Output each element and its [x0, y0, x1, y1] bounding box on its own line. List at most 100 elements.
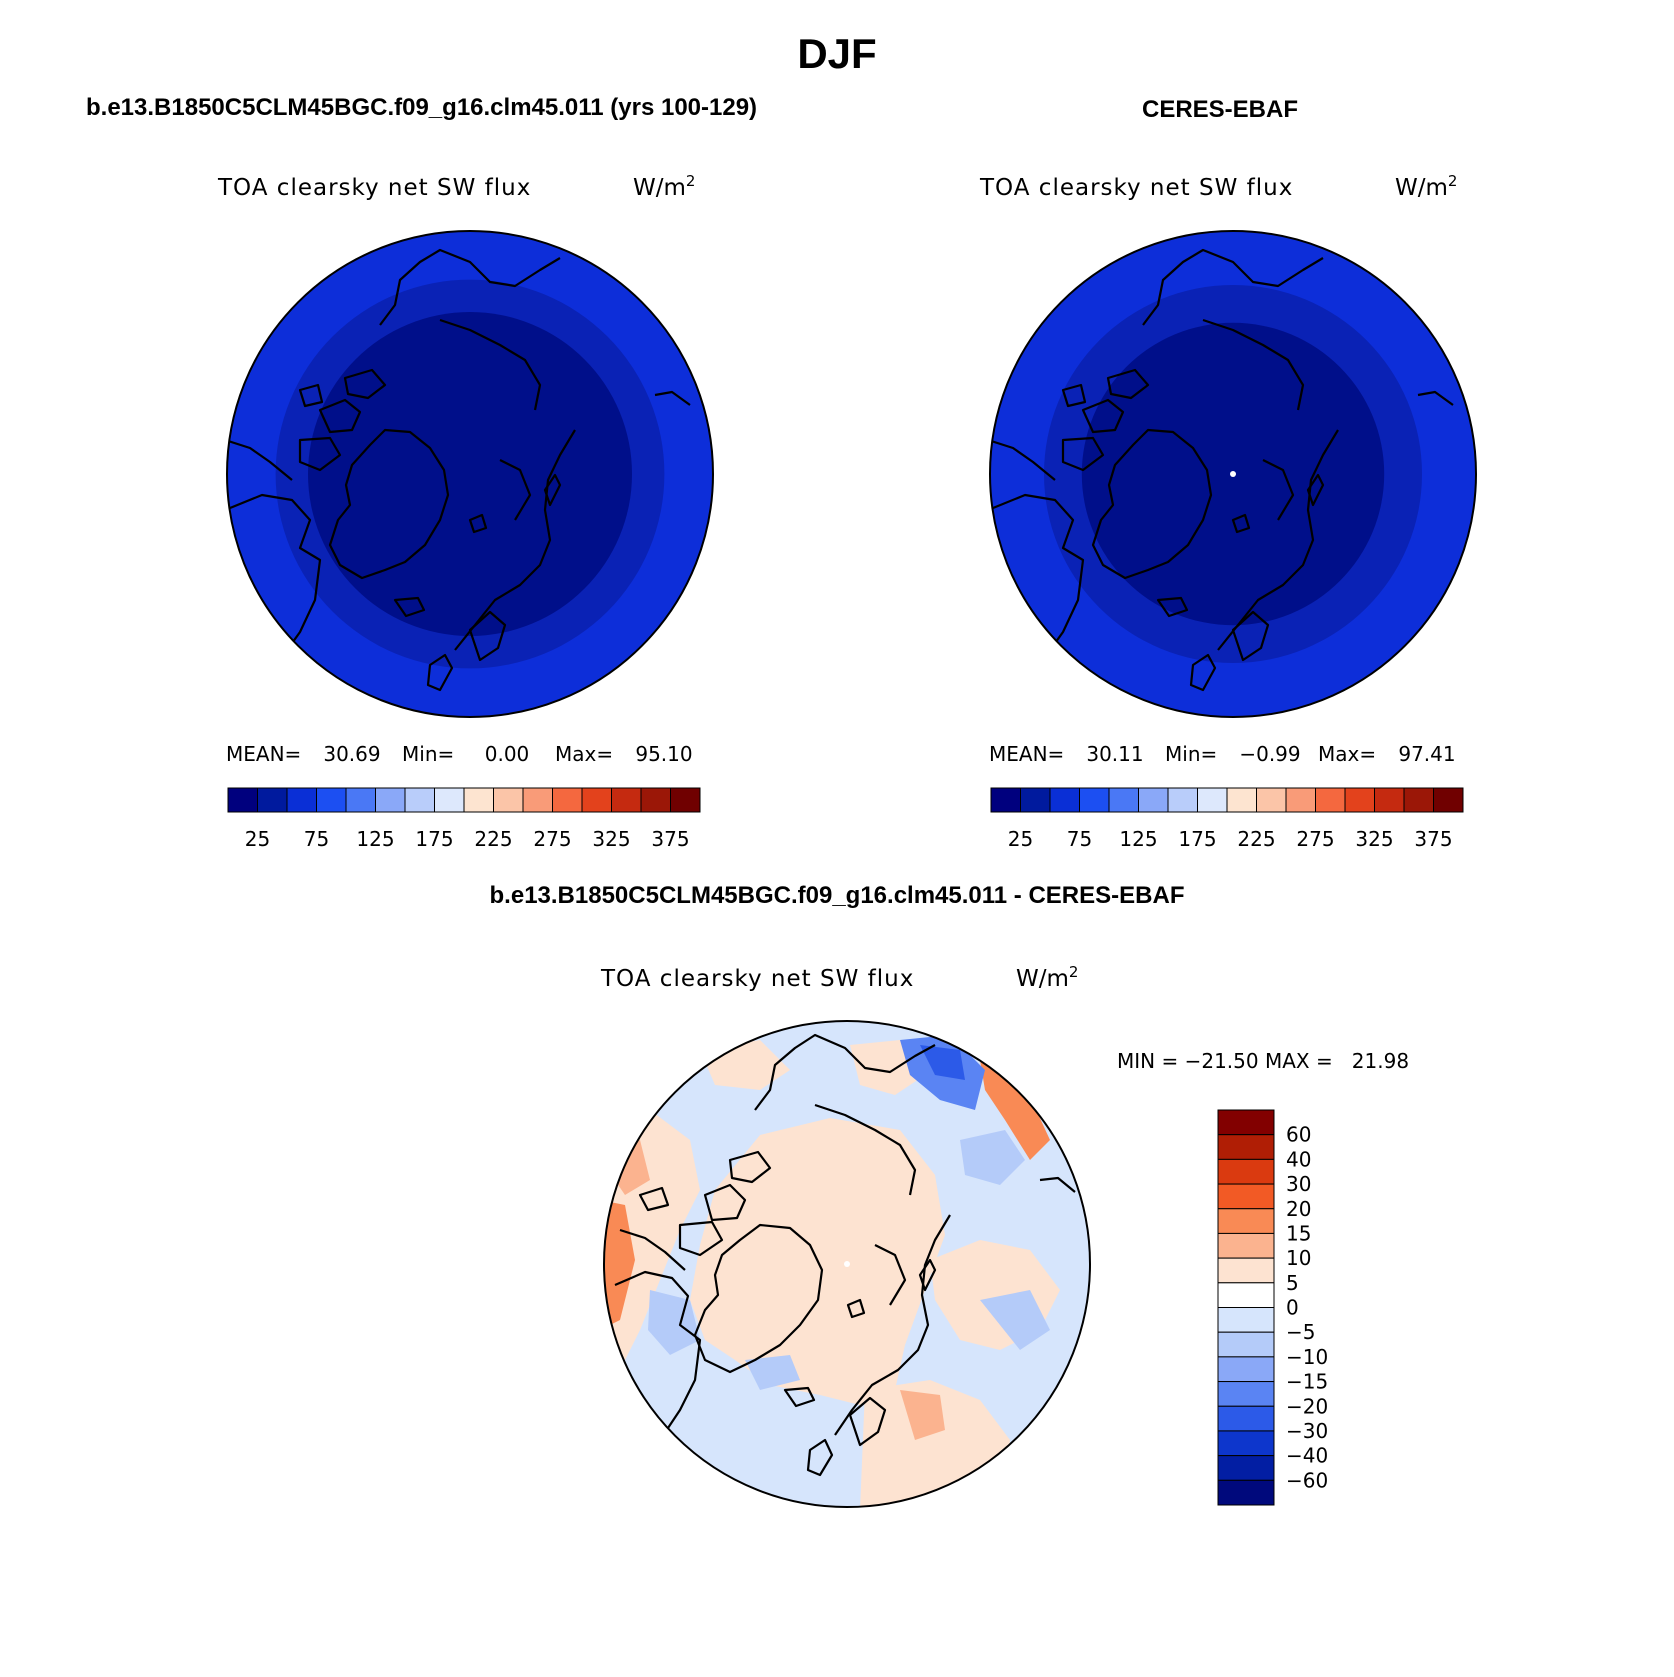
colorbar-box	[1217, 1208, 1275, 1234]
colorbar-box	[1217, 1405, 1275, 1432]
model-min-label: Min=	[402, 742, 454, 766]
colorbar-box	[434, 787, 465, 813]
model-flux-field	[227, 231, 713, 717]
colorbar-tick-label: −30	[1286, 1419, 1328, 1443]
obs-mean-value: 30.11	[1086, 742, 1143, 766]
colorbar-tick-label: 0	[1286, 1296, 1299, 1320]
colorbar-tick-label: 30	[1286, 1172, 1311, 1196]
colorbar-box	[1344, 787, 1375, 813]
obs-mean-label: MEAN=	[989, 742, 1064, 766]
colorbar-tick-label: 25	[245, 827, 270, 851]
colorbar-tick-label: −40	[1286, 1444, 1328, 1468]
colorbar-tick-label: 5	[1286, 1271, 1299, 1295]
colorbar-tick-label: 15	[1286, 1221, 1311, 1245]
colorbar-box	[1217, 1381, 1275, 1407]
colorbar-box	[1217, 1257, 1275, 1284]
diff-pole-marker	[844, 1261, 850, 1267]
obs-pole-marker	[1230, 471, 1236, 477]
obs-colorbar: 25 75 125 175 225 275 325 375	[990, 787, 1464, 851]
colorbar-tick-label: 175	[415, 827, 453, 851]
colorbar-tick-label: 125	[1119, 827, 1157, 851]
model-variable-label: TOA clearsky net SW flux	[217, 175, 531, 201]
colorbar-box	[345, 787, 376, 813]
colorbar-box	[1217, 1331, 1275, 1358]
model-min-value: 0.00	[485, 742, 530, 766]
obs-max-value: 97.41	[1398, 742, 1455, 766]
colorbar-tick-label: 325	[592, 827, 630, 851]
colorbar-tick-label: 275	[1296, 827, 1334, 851]
diff-field	[604, 1021, 1090, 1507]
obs-variable-label: TOA clearsky net SW flux	[979, 175, 1293, 201]
colorbar-box	[1217, 1282, 1275, 1308]
colorbar-box	[227, 787, 258, 813]
colorbar-box	[1285, 787, 1316, 813]
colorbar-box	[1049, 787, 1080, 813]
diff-units-label: W/m2	[1016, 963, 1078, 992]
colorbar-tick-label: 325	[1355, 827, 1393, 851]
model-mean-value: 30.69	[323, 742, 380, 766]
obs-polar-map	[989, 230, 1477, 718]
colorbar-box	[552, 787, 583, 813]
model-max-label: Max=	[555, 742, 613, 766]
colorbar-tick-label: 125	[356, 827, 394, 851]
colorbar-box	[375, 787, 406, 813]
obs-stats: MEAN= 30.11 Min= −0.99 Max= 97.41	[989, 742, 1456, 766]
colorbar-box	[1020, 787, 1051, 813]
colorbar-box	[316, 787, 347, 813]
obs-max-label: Max=	[1318, 742, 1376, 766]
colorbar-box	[286, 787, 317, 813]
colorbar-box	[1217, 1109, 1275, 1136]
colorbar-tick-label: 375	[651, 827, 689, 851]
diff-polar-map	[603, 1020, 1091, 1508]
colorbar-box	[1108, 787, 1139, 813]
colorbar-tick-label: 275	[533, 827, 571, 851]
colorbar-tick-label: −15	[1286, 1370, 1328, 1394]
colorbar-box	[1226, 787, 1257, 813]
colorbar-box	[463, 787, 494, 813]
colorbar-box	[581, 787, 612, 813]
colorbar-box	[1079, 787, 1110, 813]
colorbar-box	[1374, 787, 1405, 813]
colorbar-tick-label: 75	[304, 827, 329, 851]
colorbar-box	[1217, 1356, 1275, 1383]
colorbar-tick-label: −5	[1286, 1320, 1315, 1344]
colorbar-tick-label: 375	[1414, 827, 1452, 851]
model-units-label: W/m2	[633, 172, 695, 201]
flux-band-2	[308, 312, 632, 636]
colorbar-box	[1138, 787, 1169, 813]
colorbar-box	[1433, 787, 1464, 813]
colorbar-box	[404, 787, 435, 813]
colorbar-tick-label: 20	[1286, 1197, 1311, 1221]
colorbar-box	[640, 787, 671, 813]
colorbar-box	[1217, 1183, 1275, 1210]
colorbar-box	[522, 787, 553, 813]
colorbar-tick-label: −10	[1286, 1345, 1328, 1369]
colorbar-box	[493, 787, 524, 813]
colorbar-box	[1217, 1232, 1275, 1259]
colorbar-tick-label: −20	[1286, 1394, 1328, 1418]
colorbar-box	[1315, 787, 1346, 813]
diff-coastlines	[614, 1033, 1076, 1477]
obs-min-label: Min=	[1165, 742, 1217, 766]
page-title: DJF	[797, 30, 877, 77]
colorbar-tick-label: 175	[1178, 827, 1216, 851]
colorbar-box	[1167, 787, 1198, 813]
colorbar-box	[670, 787, 701, 813]
colorbar-tick-label: −60	[1286, 1468, 1328, 1492]
colorbar-tick-label: 75	[1067, 827, 1092, 851]
colorbar-tick-label: 25	[1008, 827, 1033, 851]
model-mean-label: MEAN=	[226, 742, 301, 766]
model-stats: MEAN= 30.69 Min= 0.00 Max= 95.10	[226, 742, 693, 766]
colorbar-box	[1256, 787, 1287, 813]
colorbar-box	[1403, 787, 1434, 813]
colorbar-tick-label: 225	[474, 827, 512, 851]
diff-variable-label: TOA clearsky net SW flux	[600, 966, 914, 992]
colorbar-box	[1197, 787, 1228, 813]
obs-panel-header: CERES-EBAF	[1141, 96, 1298, 123]
colorbar-box	[257, 787, 288, 813]
colorbar-box	[1217, 1134, 1275, 1160]
colorbar-tick-label: 60	[1286, 1123, 1311, 1147]
colorbar-box	[1217, 1307, 1275, 1333]
obs-units-label: W/m2	[1395, 172, 1457, 201]
